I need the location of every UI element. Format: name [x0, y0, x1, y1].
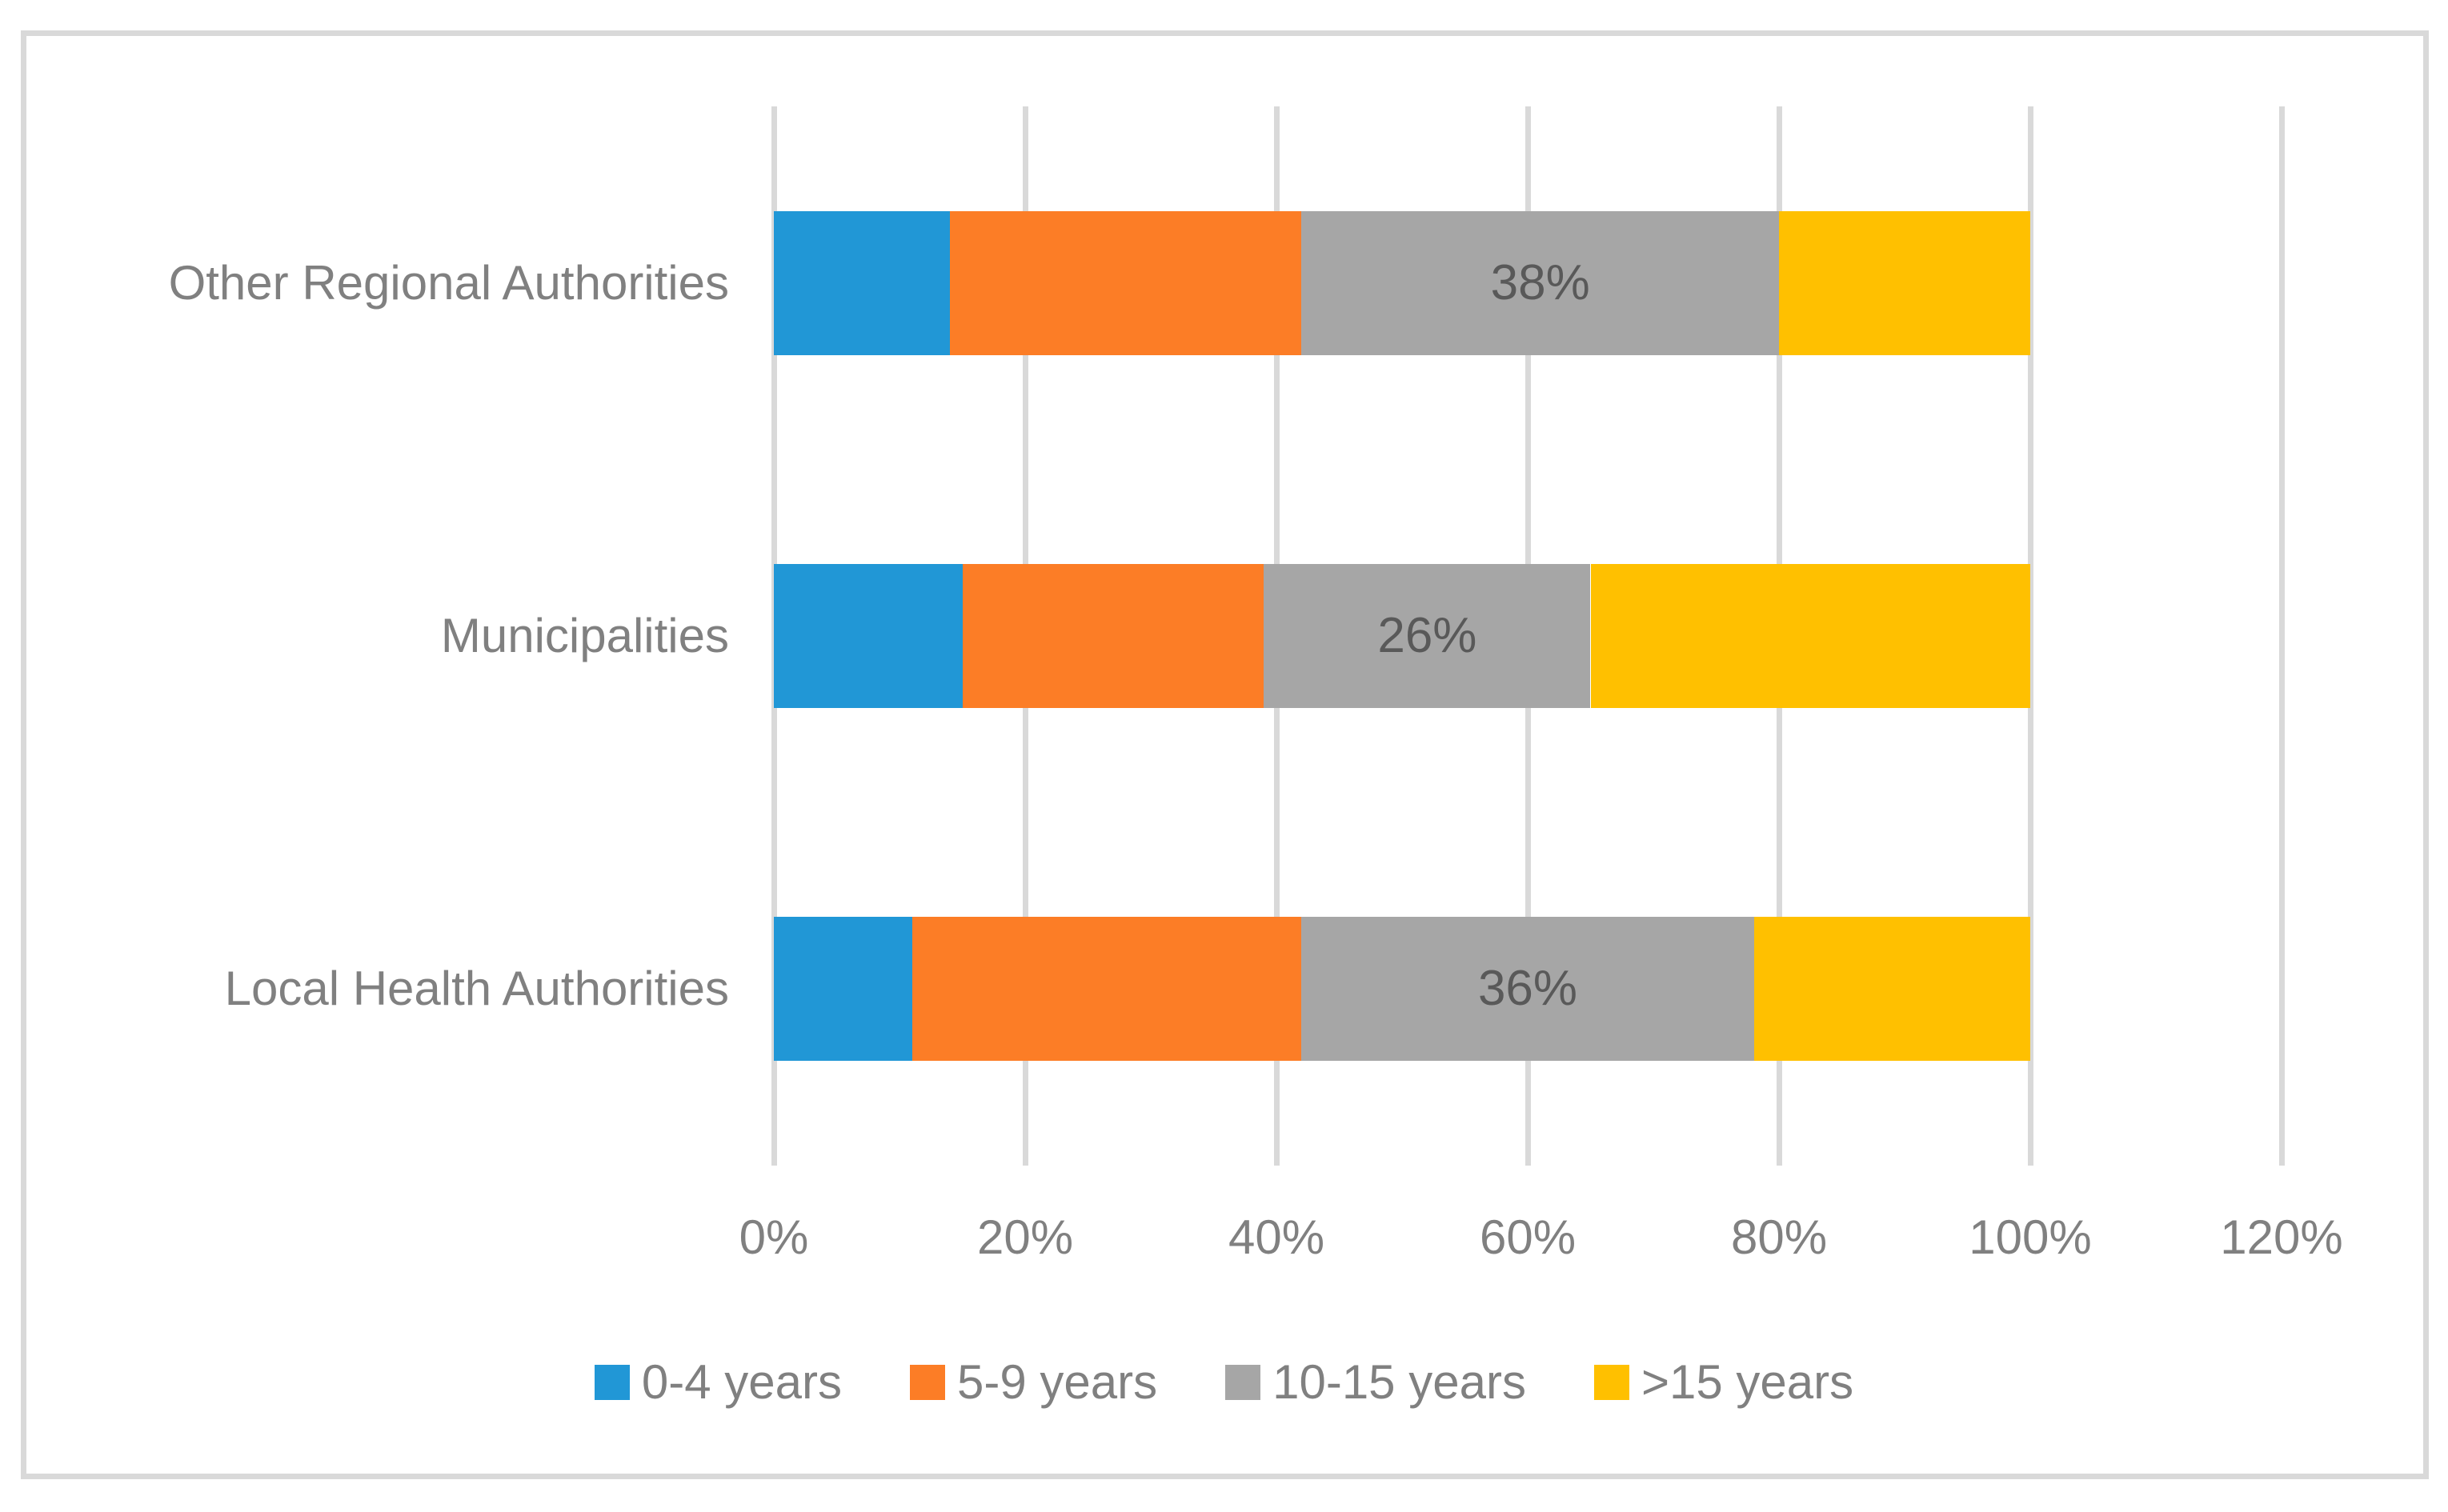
x-tick-label-20: 20%: [976, 1210, 1074, 1264]
bar-segment-5-9-years-cat1: [962, 564, 1264, 708]
gridline-100: [2027, 106, 2033, 1166]
bar-segment-5-9-years-cat2: [911, 917, 1302, 1062]
legend-label-3: >15 years: [1641, 1355, 1854, 1409]
x-tick-label-100: 100%: [1969, 1210, 2092, 1264]
data-label-cat0: 38%: [1490, 254, 1590, 310]
bar-segment--15-years-cat0: [1779, 210, 2030, 355]
bar-segment--15-years-cat1: [1590, 564, 2030, 708]
legend-label-1: 5-9 years: [956, 1355, 1158, 1409]
legend-swatch-0-4-years-icon: [594, 1364, 630, 1400]
x-tick-label-80: 80%: [1730, 1210, 1828, 1264]
data-label-cat1: 26%: [1377, 608, 1477, 663]
gridline-120: [2278, 106, 2285, 1166]
bar-segment-0-4-years-cat1: [774, 564, 963, 708]
legend-label-0: 0-4 years: [641, 1355, 842, 1409]
legend-label-2: 10-15 years: [1272, 1355, 1526, 1409]
x-tick-label-60: 60%: [1479, 1210, 1577, 1264]
bar-segment--15-years-cat2: [1753, 917, 2030, 1062]
x-tick-label-40: 40%: [1228, 1210, 1325, 1264]
category-label-2: Local Health Authorities: [224, 962, 729, 1016]
data-label-cat2: 36%: [1477, 961, 1578, 1017]
bar-segment-10-15-years-cat1: [1264, 564, 1591, 708]
legend-item--15-years: >15 years: [1593, 1354, 1854, 1410]
bar-segment-0-4-years-cat2: [774, 917, 912, 1062]
bar-segment-10-15-years-cat2: [1301, 917, 1754, 1062]
legend-item-0-4-years: 0-4 years: [594, 1354, 842, 1410]
legend-swatch-5-9-years-icon: [909, 1364, 945, 1400]
bar-segment-0-4-years-cat0: [774, 210, 950, 355]
x-tick-label-0: 0%: [739, 1210, 809, 1264]
bar-segment-5-9-years-cat0: [949, 210, 1302, 355]
legend: 0-4 years 5-9 years 10-15 years >15 years: [0, 1354, 2448, 1410]
legend-item-5-9-years: 5-9 years: [909, 1354, 1158, 1410]
legend-swatch--15-years-icon: [1593, 1364, 1629, 1400]
bar-segment-10-15-years-cat0: [1301, 210, 1779, 355]
legend-item-10-15-years: 10-15 years: [1225, 1354, 1526, 1410]
category-label-1: Municipalities: [440, 609, 729, 662]
legend-swatch-10-15-years-icon: [1225, 1364, 1261, 1400]
category-label-0: Other Regional Authorities: [168, 255, 729, 310]
x-tick-label-120: 120%: [2220, 1210, 2343, 1264]
